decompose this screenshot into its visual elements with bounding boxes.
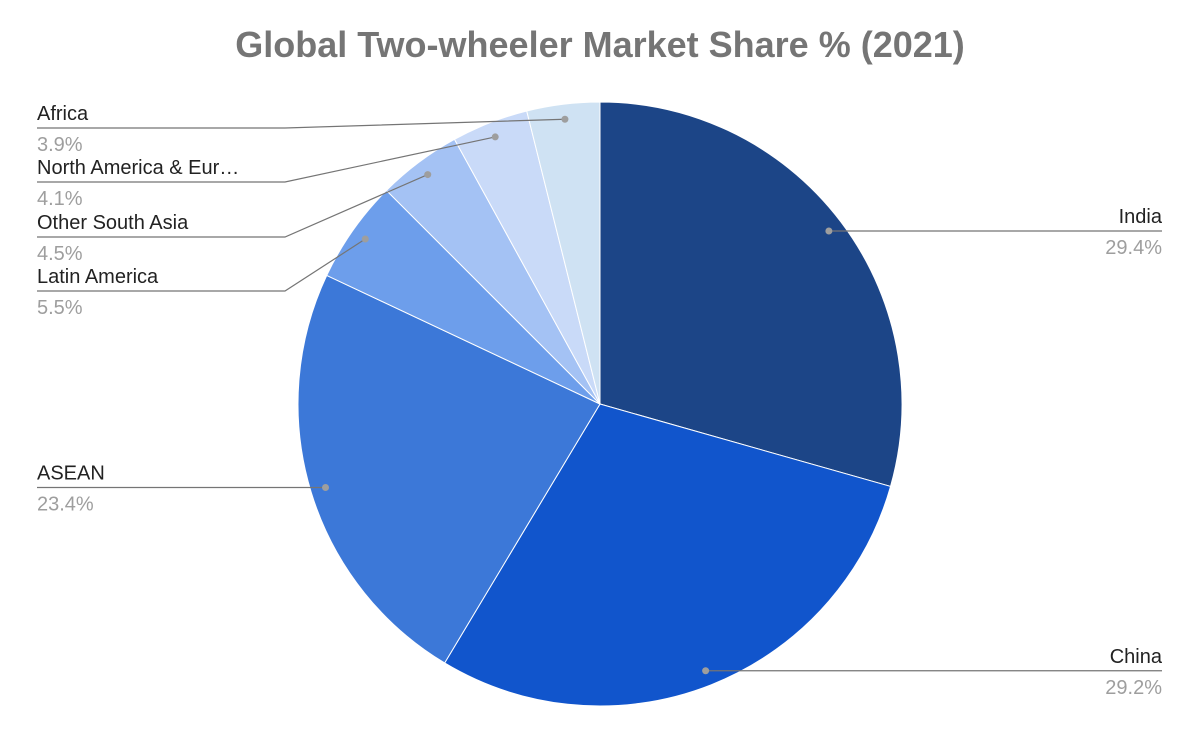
pie-slice [599, 101, 903, 488]
slice-label: China [1110, 646, 1163, 668]
slice-value-label: 3.9% [37, 134, 83, 156]
slice-label: Other South Asia [37, 212, 189, 234]
chart-title: Global Two-wheeler Market Share % (2021) [235, 24, 965, 65]
slice-label: India [1119, 206, 1163, 228]
pie-slice [443, 403, 892, 707]
leader-line [37, 118, 565, 129]
leader-dot [322, 483, 330, 491]
slice-value-label: 5.5% [37, 297, 83, 319]
slice-value-label: 29.2% [1105, 677, 1162, 699]
slice-value-label: 23.4% [37, 493, 94, 515]
slice-label: North America & Eur… [37, 157, 239, 179]
leader-dot [361, 235, 369, 243]
pie-slice [297, 274, 601, 664]
pie-slice [526, 101, 601, 405]
leader-line [37, 174, 428, 238]
slice-value-label: 29.4% [1105, 237, 1162, 259]
leader-line [37, 238, 366, 292]
leader-dot [491, 133, 499, 141]
leader-dot [561, 115, 569, 123]
leader-dot [424, 171, 432, 179]
slice-label: Africa [37, 103, 89, 125]
slice-value-label: 4.5% [37, 243, 83, 265]
slice-label: Latin America [37, 266, 159, 288]
slice-label: ASEAN [37, 462, 105, 484]
leader-line [37, 136, 496, 183]
leader-dot [825, 227, 833, 235]
slice-value-label: 4.1% [37, 188, 83, 210]
leader-dot [702, 667, 710, 675]
